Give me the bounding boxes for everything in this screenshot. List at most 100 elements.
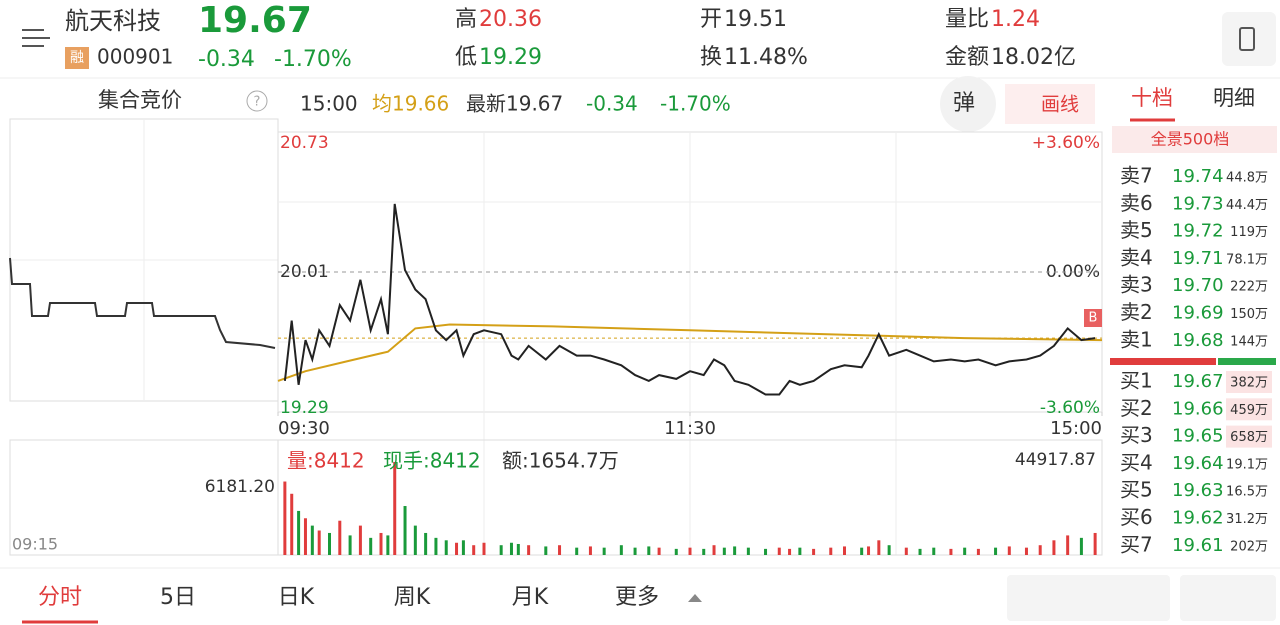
vol-text: 量:8412: [287, 449, 365, 473]
more-arrow[interactable]: [688, 594, 702, 602]
book-price: 19.72: [1172, 221, 1224, 242]
book-vol: 459万: [1230, 403, 1268, 418]
ratio-bar: [1218, 358, 1276, 365]
book-label: 卖6: [1120, 191, 1153, 215]
menu-icon[interactable]: [22, 29, 50, 47]
volume-bar: [297, 510, 301, 555]
toolbar-time: 15:00: [300, 92, 358, 116]
volume-bar: [722, 547, 726, 555]
button-group: [1180, 575, 1276, 621]
book-label: 买6: [1120, 505, 1153, 529]
book-vol: 382万: [1230, 376, 1268, 391]
pct-label: -3.60%: [1040, 398, 1100, 418]
hand-text: 现手:8412: [383, 449, 481, 473]
draw-button[interactable]: [1005, 84, 1095, 124]
tab[interactable]: 十档: [1131, 86, 1173, 110]
button-group: [1007, 575, 1170, 621]
vol-highlight: [1226, 398, 1272, 421]
volume-bar: [647, 546, 651, 555]
volume-bar: [455, 542, 459, 555]
book-vol: 78.1万: [1226, 252, 1268, 267]
volume-bar: [588, 546, 592, 555]
book-vol: 144万: [1230, 334, 1268, 349]
stat-label: 高: [455, 7, 477, 32]
tab[interactable]: 明细: [1213, 86, 1255, 110]
volume-bar: [516, 543, 520, 555]
book-vol: 31.2万: [1226, 512, 1268, 527]
book-price: 19.74: [1172, 166, 1224, 187]
volume-bar: [283, 481, 287, 555]
device-icon: [1239, 27, 1255, 51]
volume-bar: [509, 542, 513, 555]
volume-bar: [303, 518, 307, 555]
book-vol: 658万: [1230, 430, 1268, 445]
volume-bar: [777, 547, 781, 555]
volume-bar: [976, 548, 980, 555]
volume-bar: [527, 545, 531, 555]
price-line: [283, 203, 1096, 396]
volume-bar: [904, 547, 908, 555]
volume-bar: [733, 546, 737, 555]
help: ?: [254, 95, 261, 110]
volume-bar: [403, 506, 407, 555]
device-button[interactable]: [1222, 12, 1276, 66]
volume-bar: [798, 547, 802, 555]
vol-max: 44917.87: [1015, 450, 1096, 470]
x-tick-label: 09:30: [278, 418, 330, 439]
volume-bar: [338, 520, 342, 555]
book-price: 19.68: [1172, 330, 1224, 351]
help-icon[interactable]: [246, 90, 268, 112]
book-price: 19.67: [1172, 371, 1224, 392]
stock-name: 航天科技: [65, 7, 161, 35]
stat-label: 量比: [945, 7, 989, 32]
nav-tab[interactable]: 分时: [38, 585, 82, 610]
volume-bar: [633, 547, 637, 555]
stock-price: 19.67: [198, 0, 312, 41]
nav-tab[interactable]: 月K: [512, 585, 549, 610]
book-price: 19.62: [1172, 508, 1224, 529]
b-marker[interactable]: [1084, 309, 1102, 327]
nav-tab[interactable]: 更多: [615, 585, 659, 610]
nav-tab[interactable]: 周K: [394, 585, 431, 610]
book-label: 买7: [1120, 532, 1153, 556]
volume-bar: [887, 545, 891, 555]
change: -0.34: [198, 47, 255, 72]
volume-bar: [444, 540, 448, 555]
book-label: 买4: [1120, 450, 1153, 474]
book-vol: 44.8万: [1226, 171, 1268, 186]
pop-button[interactable]: [940, 76, 996, 132]
stat-value: 19.29: [479, 45, 542, 70]
volume-bar: [317, 530, 321, 555]
panorama-bg[interactable]: [1112, 126, 1277, 153]
vol-highlight: [1226, 371, 1272, 393]
book-label: 买5: [1120, 478, 1153, 502]
volume-bar: [1066, 535, 1070, 555]
badge: 融: [70, 50, 84, 66]
volume-bar: [963, 547, 967, 555]
volume-bar: [1079, 537, 1083, 555]
book-label: 买2: [1120, 396, 1153, 420]
vol-highlight: [1226, 425, 1272, 448]
volume-bar: [867, 546, 871, 555]
nav-tab[interactable]: 5日: [160, 585, 196, 610]
volume-bar: [1024, 547, 1028, 555]
nav-tab[interactable]: 日K: [278, 585, 315, 610]
volume-bar: [1093, 532, 1097, 555]
avg-line: [277, 323, 1103, 382]
volume-bar: [434, 537, 438, 555]
stat-value: 20.36: [479, 7, 542, 32]
draw: 画线: [1041, 94, 1079, 116]
volume-bar: [918, 548, 922, 555]
volume-bar: [328, 532, 331, 555]
volume-bar: [348, 535, 352, 555]
volume-bar: [877, 540, 881, 555]
stat-label: 低: [455, 45, 477, 70]
book-vol: 202万: [1230, 539, 1268, 554]
volume-bar: [702, 548, 706, 555]
volume-bar: [843, 546, 846, 555]
book-vol: 16.5万: [1226, 485, 1268, 500]
change-pct: -1.70%: [274, 47, 352, 72]
volume-bar: [290, 493, 294, 555]
volume-bar: [482, 542, 486, 555]
auction-time: 09:15: [12, 535, 58, 554]
